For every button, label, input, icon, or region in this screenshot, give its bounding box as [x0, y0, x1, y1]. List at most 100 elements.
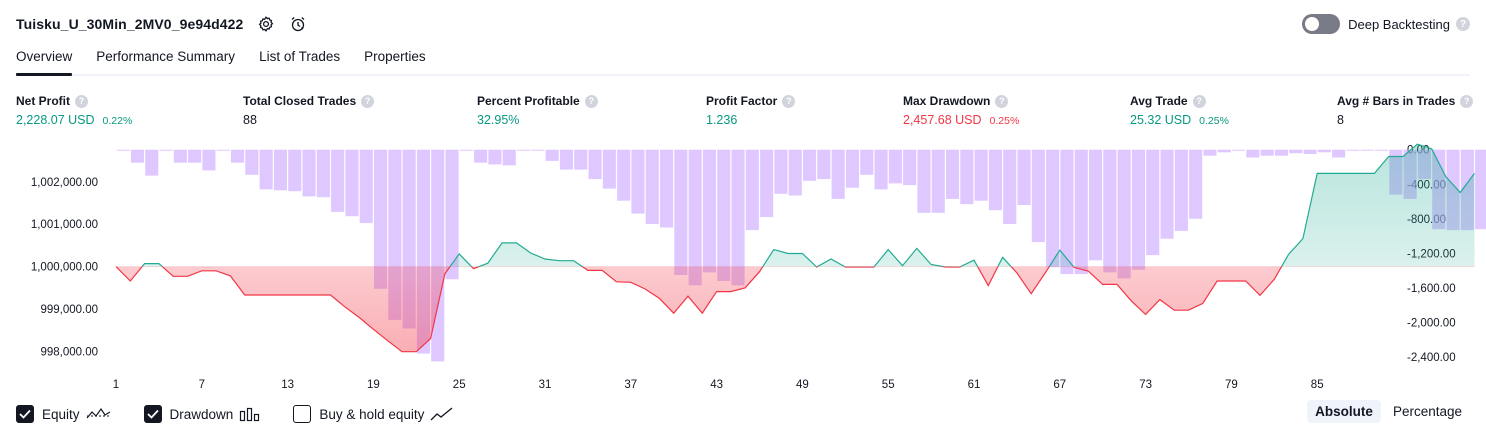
equity-drawdown-chart[interactable]: 1,002,000.00 1,001,000.00 1,000,000.00 999,…	[0, 140, 1486, 400]
drawdown-bar	[1117, 149, 1131, 279]
equity-checkbox[interactable]	[16, 405, 34, 423]
drawdown-bar	[459, 149, 473, 151]
drawdown-bar	[1203, 149, 1217, 156]
tab-overview[interactable]: Overview	[16, 44, 73, 76]
drawdown-bar	[1475, 149, 1486, 230]
metric-avg-trade: Avg Trade? 25.32 USD 0.25%	[1130, 93, 1229, 127]
drawdown-bar	[130, 149, 144, 163]
drawdown-bar	[1346, 149, 1360, 151]
legend-buy-hold[interactable]: Buy & hold equity	[293, 405, 454, 423]
help-icon[interactable]: ?	[75, 94, 88, 108]
help-icon[interactable]: ?	[1460, 94, 1474, 108]
x-axis-tick-label: 31	[539, 379, 552, 391]
gear-icon[interactable]	[257, 15, 275, 33]
drawdown-bar	[1303, 149, 1317, 154]
tab-properties[interactable]: Properties	[364, 49, 426, 64]
metric-label: Percent Profitable	[477, 94, 580, 108]
deep-backtesting: Deep Backtesting ?	[1302, 12, 1470, 36]
drawdown-bar	[688, 149, 702, 286]
drawdown-bar	[1375, 149, 1389, 151]
drawdown-bar	[1232, 149, 1246, 151]
drawdown-bar	[488, 149, 502, 165]
alarm-clock-icon[interactable]	[289, 15, 307, 33]
help-icon[interactable]: ?	[1456, 17, 1470, 31]
drawdown-bar	[917, 149, 931, 213]
drawdown-bar	[1332, 149, 1346, 158]
metric-label: Profit Factor	[706, 94, 778, 108]
drawdown-bar	[188, 149, 202, 163]
drawdown-bar	[1260, 149, 1274, 156]
metric-profit-factor: Profit Factor? 1.236	[706, 93, 796, 127]
metric-label: Avg # Bars in Trades	[1337, 94, 1456, 108]
legend-equity[interactable]: Equity	[16, 405, 112, 423]
deep-backtesting-toggle[interactable]	[1302, 14, 1341, 34]
buy-hold-checkbox[interactable]	[293, 405, 312, 423]
metric-value: 25.32 USD	[1130, 113, 1192, 127]
help-icon[interactable]: ?	[782, 94, 796, 108]
metric-net-profit: Net Profit? 2,228.07 USD 0.22%	[16, 93, 132, 127]
drawdown-bar	[502, 149, 516, 166]
metric-percent: 0.25%	[1199, 115, 1229, 127]
metric-label: Max Drawdown	[903, 94, 991, 108]
drawdown-bar	[1046, 149, 1060, 268]
x-axis-tick-label: 55	[882, 379, 895, 391]
drawdown-bar	[817, 149, 831, 180]
drawdown-bar	[173, 149, 187, 163]
help-icon[interactable]: ?	[361, 94, 375, 108]
drawdown-bar	[702, 149, 716, 273]
metric-label: Total Closed Trades	[243, 94, 357, 108]
drawdown-bar	[216, 149, 230, 151]
help-icon[interactable]: ?	[584, 94, 598, 108]
help-icon[interactable]: ?	[995, 94, 1009, 108]
equity-negative-area	[116, 266, 1475, 352]
drawdown-bar	[631, 149, 645, 214]
drawdown-bar	[731, 149, 745, 286]
drawdown-bar	[574, 149, 588, 170]
metric-value: 32.95%	[477, 113, 520, 127]
tab-list-of-trades[interactable]: List of Trades	[259, 49, 341, 64]
strategy-header: Tuisku_U_30Min_2MV0_9e94d422	[16, 12, 307, 36]
drawdown-bar	[259, 149, 273, 190]
drawdown-bar	[803, 149, 817, 181]
drawdown-bar	[359, 149, 373, 224]
metric-label: Avg Trade	[1130, 94, 1188, 108]
metric-label: Net Profit	[16, 94, 70, 108]
help-icon[interactable]: ?	[1192, 94, 1206, 108]
drawdown-bar	[988, 149, 1002, 211]
drawdown-bar	[760, 149, 774, 218]
left-axis-tick-label: 1,000,000.00	[31, 262, 98, 274]
drawdown-bar	[345, 149, 359, 217]
equity-line-negative	[115, 266, 1283, 353]
drawdown-bar	[545, 149, 559, 161]
drawdown-bar	[860, 149, 874, 175]
drawdown-bar	[116, 149, 130, 151]
legend-drawdown[interactable]: Drawdown	[143, 405, 262, 423]
x-axis-tick-label: 13	[281, 379, 294, 391]
drawdown-bar	[602, 149, 616, 189]
drawdown-bar	[1060, 149, 1074, 275]
drawdown-bar	[1317, 149, 1331, 153]
absolute-button[interactable]: Absolute	[1307, 400, 1381, 423]
drawdown-bar	[831, 149, 845, 199]
tab-performance-summary[interactable]: Performance Summary	[96, 49, 236, 64]
metric-value: 8	[1337, 113, 1344, 127]
x-axis-tick-label: 49	[796, 379, 809, 391]
x-axis-tick-label: 43	[710, 379, 723, 391]
drawdown-bar	[674, 149, 688, 275]
drawdown-bar	[202, 149, 216, 171]
left-axis-tick-label: 1,002,000.00	[31, 177, 98, 189]
drawdown-bar	[1274, 149, 1288, 156]
metric-percent-profitable: Percent Profitable? 32.95%	[477, 93, 598, 127]
drawdown-bar	[1003, 149, 1017, 224]
left-axis-tick-label: 999,000.00	[40, 304, 98, 316]
drawdown-bar	[1089, 149, 1103, 261]
drawdown-bar	[1360, 149, 1374, 151]
drawdown-bar	[617, 149, 631, 201]
right-axis-tick-label: -2,000.00	[1407, 318, 1456, 330]
drawdown-checkbox[interactable]	[143, 405, 162, 423]
drawdown-bar	[1189, 149, 1203, 219]
metric-max-drawdown: Max Drawdown? 2,457.68 USD 0.25%	[903, 93, 1019, 127]
equity-positive-area	[142, 144, 1475, 267]
drawdown-bars-icon	[239, 406, 261, 422]
percentage-button[interactable]: Percentage	[1392, 404, 1462, 419]
